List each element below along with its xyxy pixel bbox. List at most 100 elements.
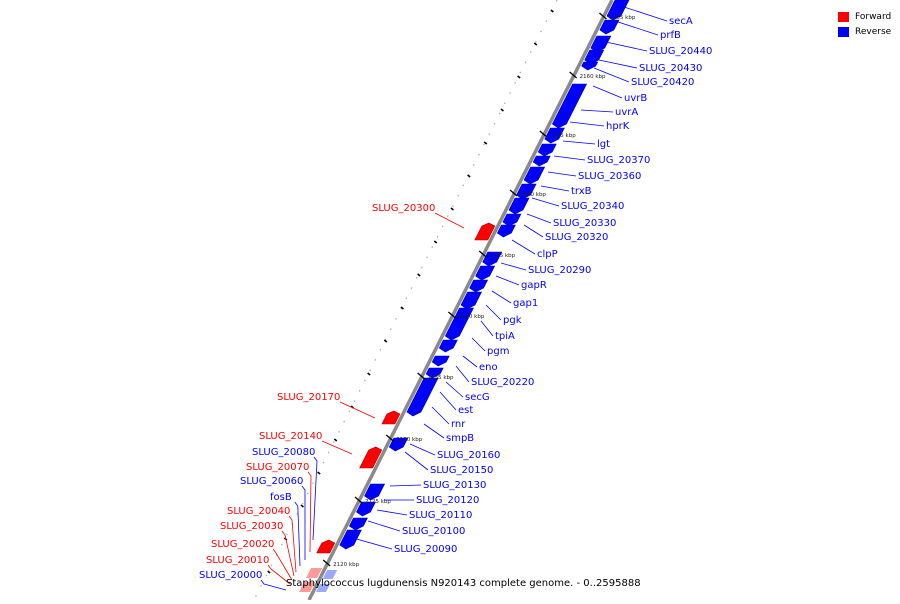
gene-label[interactable]: SLUG_20150: [430, 465, 493, 476]
gene-label-leader: [301, 485, 306, 560]
reverse-gene-block[interactable]: [316, 584, 331, 592]
forward-gene-block[interactable]: [316, 539, 336, 554]
scale-tick: [447, 311, 456, 319]
gene-label[interactable]: SLUG_20020: [211, 539, 274, 550]
gene-label[interactable]: uvrB: [624, 93, 647, 104]
reverse-gene-block[interactable]: [502, 213, 522, 227]
gene-label[interactable]: lgt: [597, 139, 610, 150]
gene-label[interactable]: eno: [479, 362, 498, 373]
reverse-gene-block[interactable]: [508, 197, 530, 215]
forward-gene-block[interactable]: [474, 222, 496, 241]
gene-label[interactable]: tpiA: [495, 331, 515, 342]
reverse-gene-block[interactable]: [581, 61, 599, 71]
gene-label[interactable]: SLUG_20320: [545, 232, 608, 243]
gene-label[interactable]: SLUG_20140: [259, 431, 322, 442]
gene-label[interactable]: trxB: [571, 186, 592, 197]
forward-gene-block[interactable]: [381, 410, 401, 425]
gene-label[interactable]: SLUG_20090: [394, 544, 457, 555]
reverse-gene-block[interactable]: [599, 19, 620, 35]
gene-label[interactable]: uvrA: [615, 107, 638, 118]
gene-label[interactable]: SLUG_20160: [437, 450, 500, 461]
gene-label[interactable]: SLUG_20080: [252, 447, 315, 458]
gene-label[interactable]: SLUG_20360: [578, 171, 641, 182]
gene-label[interactable]: clpP: [537, 249, 558, 260]
reverse-gene-block[interactable]: [356, 501, 376, 517]
track-mark: [533, 42, 538, 46]
reverse-gene-block[interactable]: [482, 251, 503, 267]
gene-label[interactable]: SLUG_20070: [246, 462, 309, 473]
gene-label[interactable]: SLUG_20440: [649, 46, 712, 57]
gene-label-leader: [592, 85, 623, 99]
gene-label[interactable]: gapR: [521, 280, 547, 291]
gene-label[interactable]: SLUG_20300: [372, 203, 435, 214]
reverse-gene-block[interactable]: [431, 355, 450, 367]
scale-tick-label: 2135 kbp: [428, 375, 454, 381]
gene-label[interactable]: rnr: [451, 419, 466, 430]
reverse-gene-block[interactable]: [532, 155, 551, 167]
reverse-gene-block[interactable]: [523, 166, 546, 185]
reverse-gene-block[interactable]: [444, 317, 469, 341]
gene-label-leader: [547, 171, 577, 177]
reverse-gene-block[interactable]: [425, 367, 444, 379]
gene-label[interactable]: secG: [465, 392, 490, 403]
scale-tick: [478, 250, 487, 258]
legend-swatch-reverse: [838, 26, 849, 37]
gene-label[interactable]: pgk: [503, 315, 522, 326]
gene-label[interactable]: secA: [669, 16, 693, 27]
gene-label[interactable]: SLUG_20290: [528, 265, 591, 276]
track-mark: [300, 504, 304, 508]
reverse-gene-block[interactable]: [406, 377, 439, 417]
gene-label-leader: [312, 456, 318, 541]
gene-label[interactable]: SLUG_20030: [220, 521, 283, 532]
gene-label[interactable]: SLUG_20340: [561, 201, 624, 212]
scale-tick: [569, 71, 578, 79]
gene-label[interactable]: pgm: [487, 346, 509, 357]
gene-label[interactable]: SLUG_20130: [423, 480, 486, 491]
gene-label[interactable]: smpB: [446, 433, 474, 444]
gene-label[interactable]: SLUG_20040: [227, 506, 290, 517]
reverse-gene-block[interactable]: [460, 291, 483, 310]
reverse-gene-block[interactable]: [364, 483, 386, 501]
reverse-gene-block[interactable]: [475, 265, 496, 281]
gene-label[interactable]: fosB: [270, 492, 292, 503]
gene-label-leader: [580, 109, 614, 113]
reverse-gene-block[interactable]: [496, 224, 516, 238]
forward-gene-block[interactable]: [306, 568, 323, 578]
gene-label-leader: [376, 509, 408, 516]
gene-label[interactable]: SLUG_20220: [471, 377, 534, 388]
gene-label[interactable]: SLUG_20000: [199, 570, 262, 581]
track-mark: [383, 339, 388, 343]
reverse-gene-block[interactable]: [544, 127, 565, 144]
gene-label[interactable]: est: [458, 405, 473, 416]
reverse-gene-block[interactable]: [388, 437, 409, 452]
gene-label[interactable]: prfB: [660, 30, 681, 41]
gene-label[interactable]: SLUG_20120: [416, 495, 479, 506]
reverse-gene-block[interactable]: [348, 517, 368, 531]
scale-tick-label: 2120 kbp: [333, 562, 359, 568]
gene-label-leader: [462, 355, 478, 368]
reverse-gene-block[interactable]: [551, 83, 588, 129]
gene-label[interactable]: SLUG_20430: [639, 63, 702, 74]
gene-label-leader: [445, 381, 464, 398]
gene-label-leader: [620, 5, 668, 22]
gene-label[interactable]: SLUG_20370: [587, 155, 650, 166]
scale-tick: [322, 559, 331, 567]
gene-label[interactable]: SLUG_20010: [206, 555, 269, 566]
reverse-gene-block[interactable]: [322, 570, 338, 579]
gene-label[interactable]: hprK: [606, 121, 630, 132]
gene-label[interactable]: SLUG_20420: [631, 77, 694, 88]
forward-gene-block[interactable]: [359, 446, 383, 469]
forward-gene-block[interactable]: [299, 582, 316, 592]
gene-label[interactable]: SLUG_20100: [402, 526, 465, 537]
reverse-gene-block[interactable]: [438, 339, 458, 353]
reverse-gene-block[interactable]: [339, 529, 362, 550]
gene-label[interactable]: SLUG_20060: [240, 476, 303, 487]
gene-label[interactable]: SLUG_20170: [277, 392, 340, 403]
reverse-gene-block[interactable]: [516, 183, 537, 200]
gene-label[interactable]: SLUG_20330: [553, 218, 616, 229]
reverse-gene-block[interactable]: [537, 143, 557, 157]
gene-label[interactable]: SLUG_20110: [409, 510, 472, 521]
reverse-gene-block[interactable]: [469, 279, 489, 293]
reverse-gene-block[interactable]: [606, 0, 630, 21]
gene-label[interactable]: gap1: [513, 298, 538, 309]
